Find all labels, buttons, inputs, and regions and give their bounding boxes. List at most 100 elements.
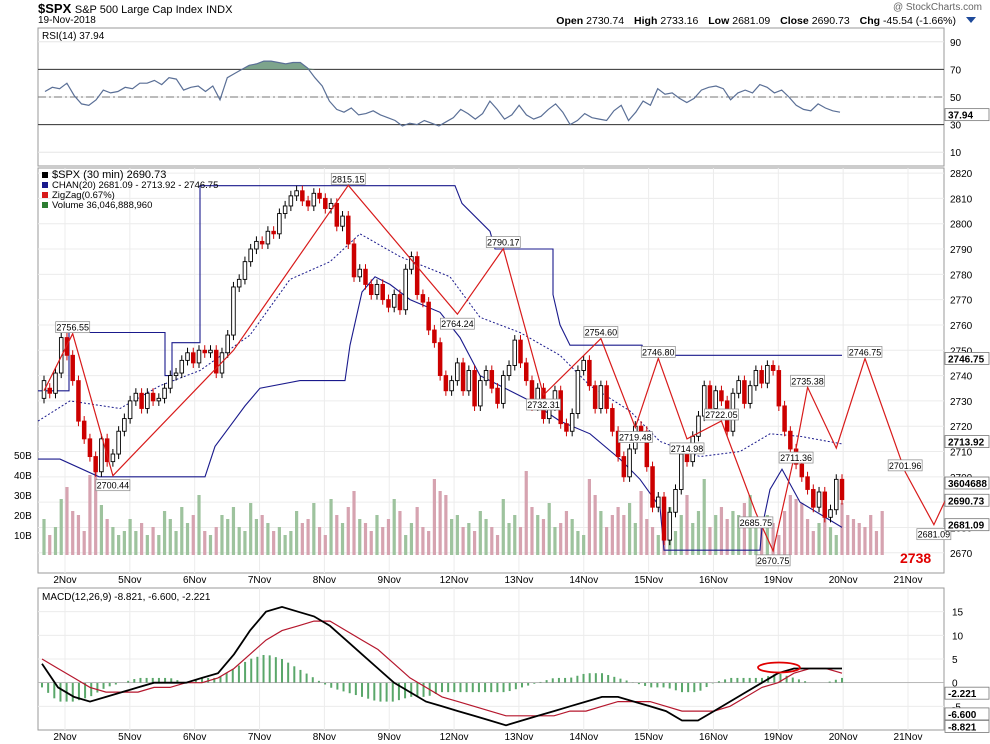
price-legend-swatch [42, 172, 48, 178]
price-legend-swatch [42, 182, 48, 188]
candle-body [673, 489, 678, 513]
volume-bar [409, 523, 414, 555]
volume-bar [82, 531, 86, 555]
volume-bar [691, 523, 695, 555]
volume-tick-label: 10B [14, 531, 32, 542]
low-value: 2681.09 [732, 15, 771, 27]
dropdown-arrow-icon[interactable] [966, 17, 976, 23]
volume-bar [59, 499, 63, 555]
volume-bar [139, 523, 144, 555]
index-name: S&P 500 Large Cap Index [74, 4, 203, 16]
candle-body [759, 370, 764, 384]
price-tick-label: 2780 [950, 270, 973, 281]
volume-bar [444, 495, 448, 555]
candle-body [357, 268, 363, 278]
candle-body [426, 301, 431, 331]
candle-body [340, 215, 345, 227]
chart-date: 19-Nov-2018 [38, 15, 96, 26]
price-x-tick-label: 21Nov [894, 575, 923, 586]
candle-body [122, 418, 127, 432]
volume-last-label: 3604688 [948, 479, 987, 490]
volume-bar [587, 479, 591, 555]
volume-bar [777, 535, 781, 555]
volume-bar [800, 503, 804, 555]
candle-body [575, 370, 581, 414]
candle-body [248, 248, 253, 263]
candle-body [87, 438, 93, 458]
price-x-tick-label: 14Nov [569, 575, 598, 586]
close-label: Close [780, 15, 809, 27]
candle-body [259, 240, 265, 245]
volume-bar [472, 531, 477, 555]
volume-bar [501, 499, 505, 555]
volume-bar [404, 535, 408, 555]
zigzag-label-box [916, 528, 952, 541]
macd-line-last-label: -8.821 [948, 722, 977, 733]
volume-bar [432, 479, 436, 555]
price-tick-label: 2670 [950, 549, 973, 560]
candle-body [776, 370, 782, 407]
macd-x-tick-label: 21Nov [894, 732, 923, 743]
price-legend-text: Volume 36,046,888,960 [52, 200, 152, 211]
macd-x-tick-label: 20Nov [829, 732, 858, 743]
price-last-label-box [944, 493, 990, 507]
volume-bar [162, 511, 167, 555]
volume-bar [438, 491, 442, 555]
candle-body [650, 466, 655, 508]
candle-body [99, 438, 104, 473]
candle-body [805, 476, 810, 490]
candle-body [414, 256, 420, 296]
volume-bar [553, 527, 557, 555]
price-tick-label: 2750 [950, 346, 973, 357]
candle-body [621, 456, 627, 478]
chan-lower-last-label-box [944, 518, 990, 532]
candle-body [191, 352, 196, 364]
volume-bar [386, 519, 391, 555]
volume-bar [765, 515, 769, 555]
volume-bar [771, 523, 775, 555]
candle-body [822, 491, 828, 518]
price-x-tick-label: 20Nov [829, 575, 858, 586]
zigzag-label: 2790.17 [487, 238, 520, 248]
candle-body [598, 385, 604, 409]
volume-bar [151, 527, 155, 555]
channel-lower-line [38, 276, 843, 551]
volume-bar [559, 523, 563, 555]
volume-bar [507, 523, 511, 555]
volume-bar [564, 511, 569, 555]
candle-body [713, 390, 718, 409]
candle-body [368, 283, 374, 296]
macd-signal-last-label: -6.600 [948, 710, 977, 721]
zigzag-label-box [887, 459, 923, 472]
volume-bar [226, 519, 230, 555]
volume-bar [134, 531, 138, 555]
candle-body [93, 456, 98, 473]
candle-body [592, 385, 598, 409]
candle-body [518, 339, 523, 364]
candle-body [374, 283, 380, 296]
price-x-tick-label: 2Nov [53, 575, 76, 586]
candle-body [788, 430, 793, 450]
candle-body [811, 489, 816, 508]
candle-body [564, 423, 569, 432]
candle-body [288, 195, 294, 207]
volume-tick-label: 50B [14, 451, 32, 462]
zigzag-label: 2746.80 [642, 347, 675, 357]
macd-x-tick-label: 12Nov [440, 732, 469, 743]
low-label: Low [708, 15, 730, 27]
price-x-tick-label: 16Nov [699, 575, 728, 586]
candle-body [277, 213, 282, 235]
macd-x-tick-label: 6Nov [183, 732, 206, 743]
zigzag-label-box [583, 326, 619, 338]
volume-bar [530, 507, 534, 555]
price-x-tick-label: 12Nov [440, 575, 469, 586]
volume-bar [48, 535, 52, 555]
candle-body [64, 337, 70, 356]
volume-bar [610, 515, 614, 555]
candle-body [816, 491, 822, 508]
volume-bar [99, 505, 104, 555]
volume-bar [53, 527, 58, 555]
rsi-tick-label: 50 [950, 93, 962, 104]
volume-bar [478, 511, 482, 555]
zigzag-label-box [526, 398, 561, 411]
